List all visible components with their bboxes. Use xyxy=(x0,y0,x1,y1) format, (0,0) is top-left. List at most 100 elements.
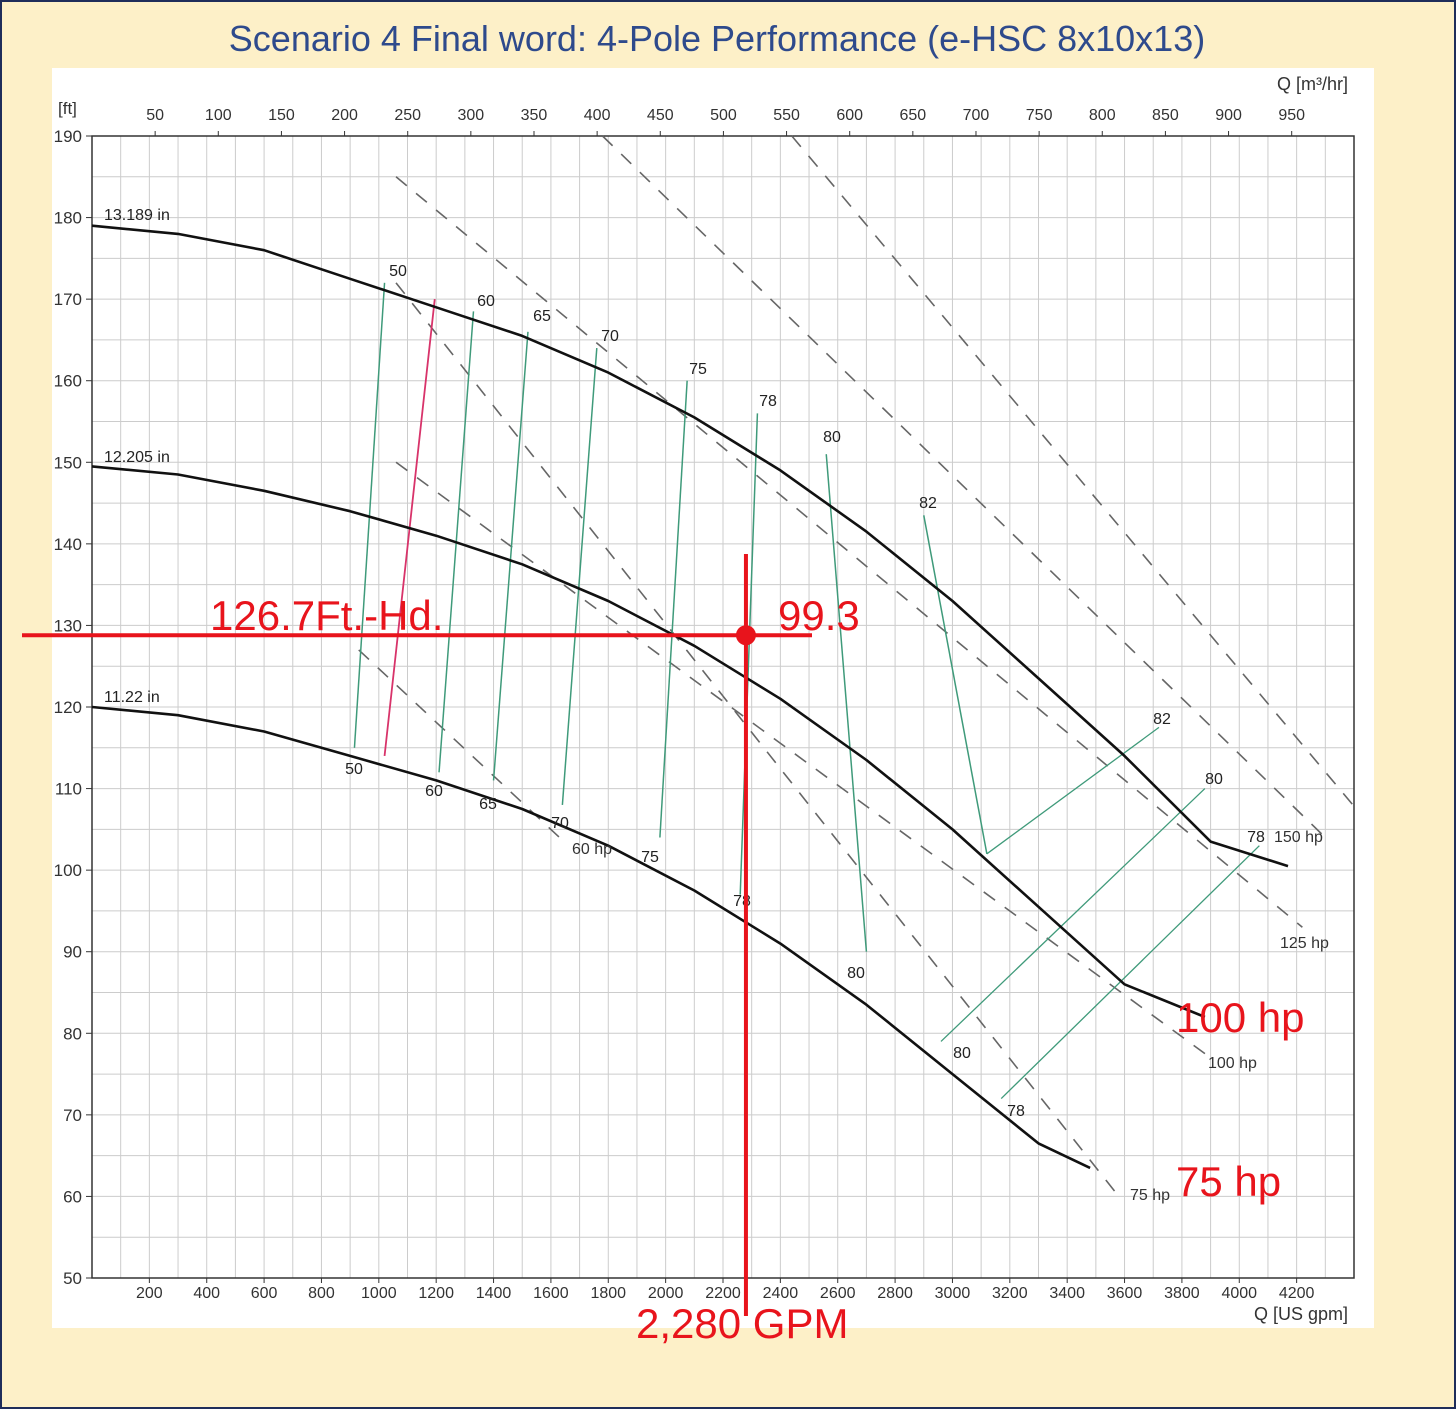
y-tick-label: 110 xyxy=(55,780,82,799)
hp-line xyxy=(395,282,1120,1197)
x2-tick-label: 500 xyxy=(710,107,737,124)
x2-tick-label: 250 xyxy=(394,107,421,124)
efficiency-line xyxy=(940,788,1206,1042)
grid xyxy=(92,136,1354,1278)
x2-tick-label: 450 xyxy=(647,107,674,124)
efficiency-line xyxy=(353,282,386,748)
hp-line xyxy=(601,135,1326,839)
efficiency-label-top: 82 xyxy=(919,495,937,512)
efficiency-line xyxy=(986,726,1160,855)
plot-area: 50 60 70 80 90 100 110 120 130 140 150 160 170 180 190… xyxy=(52,68,1374,1328)
x2-tick-label: 900 xyxy=(1215,107,1242,124)
efficiency-line xyxy=(739,413,759,895)
curve-label: 13.189 in xyxy=(104,207,170,224)
efficiency-label-bottom: 65 xyxy=(479,796,497,813)
x2-tick-label: 750 xyxy=(1026,107,1053,124)
x2-axis-label: Q [m³/hr] xyxy=(1277,74,1348,94)
efficiency-label-bottom: 80 xyxy=(953,1045,971,1062)
y-tick-label: 140 xyxy=(54,535,82,554)
x-axis-label: Q [US gpm] xyxy=(1254,1304,1348,1324)
x-tick-label: 600 xyxy=(251,1285,278,1302)
x-tick-label: 2600 xyxy=(820,1285,856,1302)
y-tick-label: 80 xyxy=(63,1024,82,1043)
efficiency-label-top: 70 xyxy=(601,328,619,345)
hp-line xyxy=(358,649,561,839)
hp-label: 125 hp xyxy=(1280,935,1329,952)
efficiency-line xyxy=(659,380,688,838)
x2-tick-label: 550 xyxy=(773,107,800,124)
x-tick-label: 3600 xyxy=(1107,1285,1143,1302)
efficiency-label-bottom: 78 xyxy=(733,893,751,910)
y-tick-label: 70 xyxy=(63,1106,82,1125)
efficiency-label-top: 78 xyxy=(759,393,777,410)
x-tick-label: 2000 xyxy=(648,1285,684,1302)
efficiency-label-bottom: 60 xyxy=(425,783,443,800)
efficiency-lines xyxy=(353,282,1260,1100)
x-tick-label: 2400 xyxy=(763,1285,799,1302)
y-tick-label: 150 xyxy=(54,453,82,472)
efficiency-label-right: 78 xyxy=(1247,829,1265,846)
y-tick-label: 120 xyxy=(54,698,82,717)
y-tick-label: 170 xyxy=(54,290,82,309)
efficiency-label-bottom: 50 xyxy=(345,761,363,778)
y-tick-label: 90 xyxy=(63,943,82,962)
x2-tick-label: 950 xyxy=(1278,107,1305,124)
y-tick-label: 130 xyxy=(54,616,82,635)
efficiency-label-bottom: 70 xyxy=(551,815,569,832)
hp-label: 100 hp xyxy=(1208,1055,1257,1072)
x2-tick-label: 700 xyxy=(963,107,990,124)
y-tick-label: 190 xyxy=(54,127,82,146)
efficiency-label-right: 80 xyxy=(1205,771,1223,788)
efficiency-label-top: 50 xyxy=(389,263,407,280)
x-tick-label: 4000 xyxy=(1221,1285,1257,1302)
efficiency-line xyxy=(492,331,529,781)
x-tick-label: 1800 xyxy=(590,1285,626,1302)
efficiency-line xyxy=(825,454,868,952)
efficiency-line xyxy=(923,515,988,854)
y-tick-label: 60 xyxy=(63,1187,82,1206)
efficiency-line xyxy=(561,348,598,805)
head-curve xyxy=(91,705,1091,1170)
hp-line xyxy=(395,461,1212,1059)
hp-label: 60 hp xyxy=(572,841,612,858)
x2-tick-label: 350 xyxy=(521,107,548,124)
chart-title: Scenario 4 Final word: 4-Pole Performanc… xyxy=(228,18,1206,59)
efficiency-label-bottom: 78 xyxy=(1007,1103,1025,1120)
efficiency-label-right: 82 xyxy=(1153,711,1171,728)
hp-line xyxy=(791,135,1361,814)
x-tick-label: 2800 xyxy=(877,1285,913,1302)
hp-label: 75 hp xyxy=(1130,1187,1170,1204)
hp-line xyxy=(395,176,1303,928)
curve-label: 11.22 in xyxy=(104,689,160,706)
efficiency-label-top: 60 xyxy=(477,293,495,310)
hp-lines xyxy=(358,135,1361,1197)
x2-tick-label: 650 xyxy=(899,107,926,124)
x-tick-label: 2200 xyxy=(705,1285,741,1302)
x-tick-label: 400 xyxy=(193,1285,220,1302)
hp-label: 150 hp xyxy=(1274,829,1323,846)
y-tick-label: 180 xyxy=(54,209,82,228)
chart-labels: 13.189 in 12.205 in 11.22 in 50 60 65 70 75 78 80… xyxy=(104,207,1329,1204)
x-tick-label: 4200 xyxy=(1279,1285,1315,1302)
x-tick-label: 3400 xyxy=(1049,1285,1085,1302)
efficiency-line xyxy=(1000,845,1260,1100)
x-tick-label: 1200 xyxy=(418,1285,454,1302)
x2-tick-label: 200 xyxy=(331,107,358,124)
head-curves xyxy=(91,224,1289,1170)
efficiency-label-bottom: 75 xyxy=(641,849,659,866)
x-tick-label: 200 xyxy=(136,1285,163,1302)
x-tick-label: 1400 xyxy=(476,1285,512,1302)
x-tick-label: 1600 xyxy=(533,1285,569,1302)
x2-tick-label: 400 xyxy=(584,107,611,124)
curve-label: 12.205 in xyxy=(104,449,170,466)
head-curve xyxy=(91,465,1206,1019)
x-tick-label: 1000 xyxy=(361,1285,397,1302)
x-tick-label: 800 xyxy=(308,1285,335,1302)
pump-performance-chart: 50 60 70 80 90 100 110 120 130 140 150 160 170 180 190… xyxy=(54,74,1361,1324)
head-curve xyxy=(91,224,1289,868)
efficiency-label-top: 75 xyxy=(689,361,707,378)
x-tick-label: 3200 xyxy=(992,1285,1028,1302)
x2-tick-label: 50 xyxy=(146,107,164,124)
efficiency-label-bottom: 80 xyxy=(847,965,865,982)
axes: 50 60 70 80 90 100 110 120 130 140 150 160 170 180 190… xyxy=(54,74,1355,1324)
